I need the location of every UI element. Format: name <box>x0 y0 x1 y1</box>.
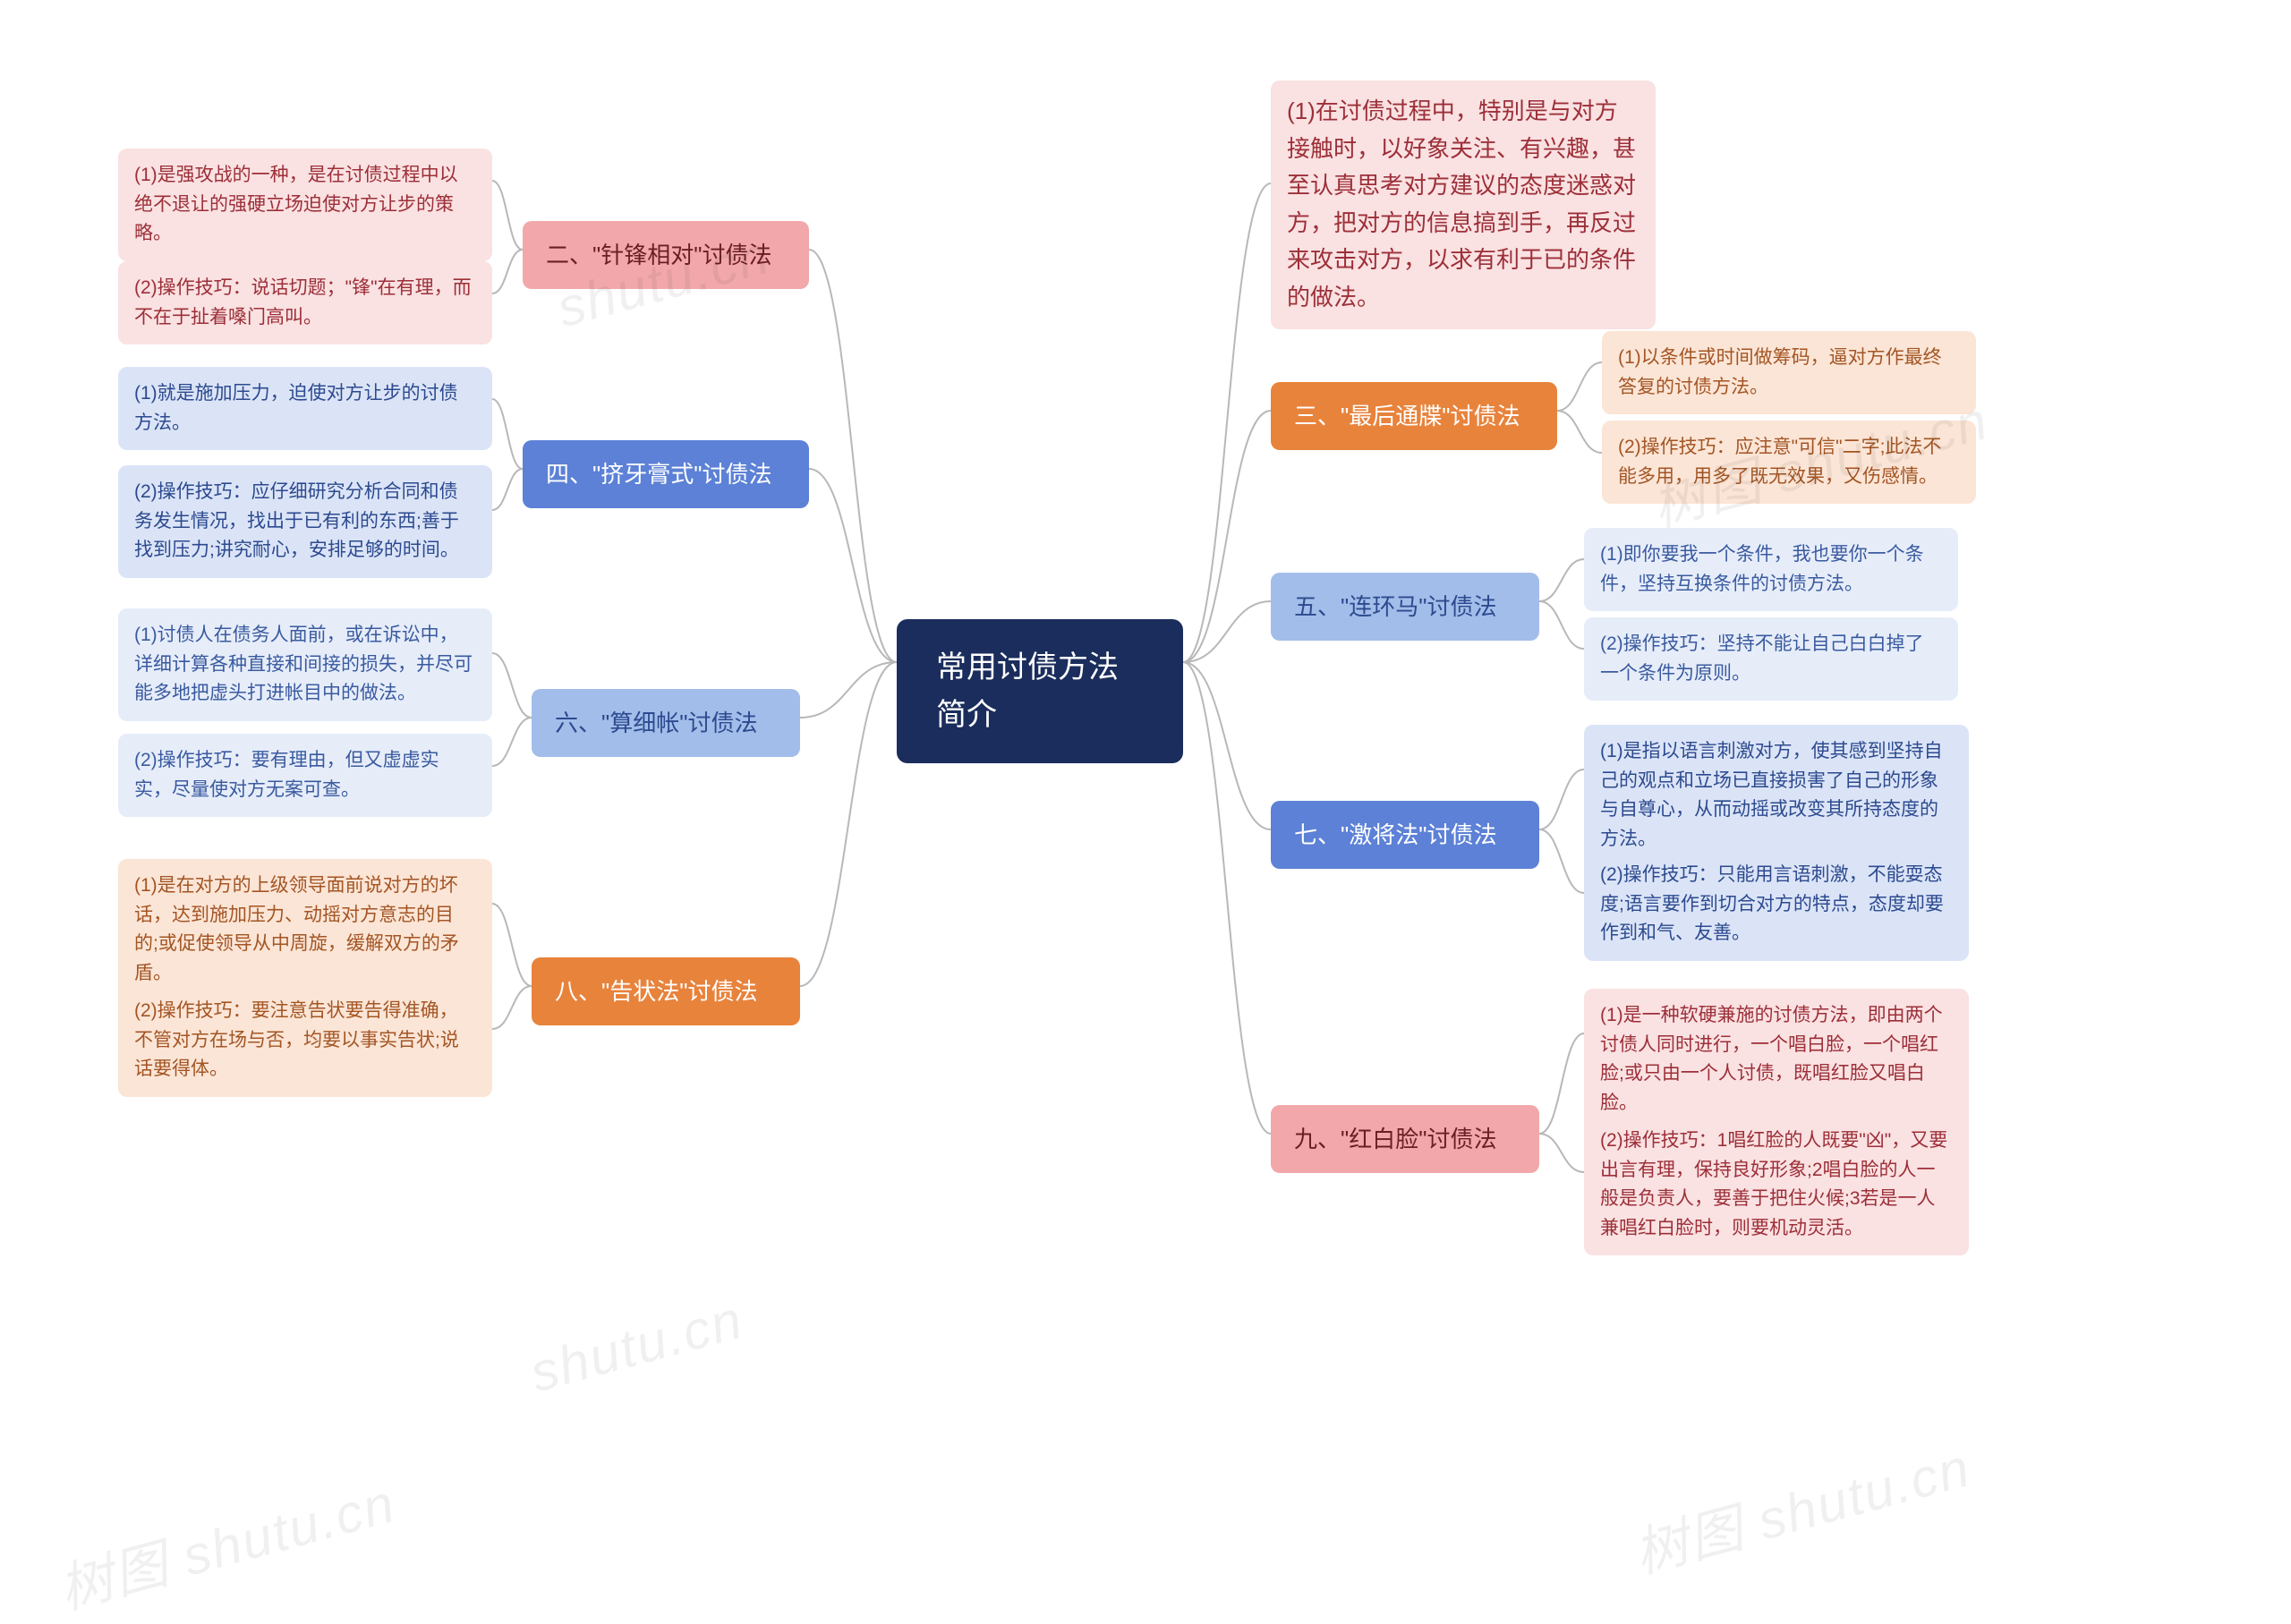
leaf-text: (2)操作技巧：1唱红脸的人既要"凶"，又要出言有理，保持良好形象;2唱白脸的人… <box>1600 1130 1947 1238</box>
watermark: shutu.cn <box>524 1288 749 1404</box>
branch-node-b2: 二、"针锋相对"讨债法 <box>523 221 809 289</box>
leaf-text: (2)操作技巧：要注意告状要告得准确，不管对方在场与否，均要以事实告状;说话要得… <box>134 1000 459 1079</box>
leaf-text: (2)操作技巧：坚持不能让自己白白掉了一个条件为原则。 <box>1600 633 1924 684</box>
leaf-text: (1)以条件或时间做筹码，逼对方作最终答复的讨债方法。 <box>1618 347 1942 397</box>
center-label: 常用讨债方法简介 <box>936 650 1119 732</box>
branch-node-b7: 七、"激将法"讨债法 <box>1271 801 1539 869</box>
center-node: 常用讨债方法简介 <box>897 619 1183 763</box>
leaf-text: (1)就是施加压力，迫使对方让步的讨债方法。 <box>134 383 458 433</box>
leaf-text: (1)讨债人在债务人面前，或在诉讼中，详细计算各种直接和间接的损失，并尽可能多地… <box>134 625 473 703</box>
leaf-node: (1)就是施加压力，迫使对方让步的讨债方法。 <box>118 367 492 450</box>
branch-node-b9: 九、"红白脸"讨债法 <box>1271 1105 1539 1173</box>
branch-node-b3: 三、"最后通牒"讨债法 <box>1271 382 1557 450</box>
leaf-node: (1)讨债人在债务人面前，或在诉讼中，详细计算各种直接和间接的损失，并尽可能多地… <box>118 608 492 721</box>
leaf-text: (2)操作技巧：只能用言语刺激，不能耍态度;语言要作到切合对方的特点，态度却要作… <box>1600 864 1944 943</box>
branch-node-b8: 八、"告状法"讨债法 <box>532 957 800 1025</box>
leaf-text: (1)是强攻战的一种，是在讨债过程中以绝不退让的强硬立场迫使对方让步的策略。 <box>134 165 458 243</box>
leaf-node: (1)在讨债过程中，特别是与对方接触时，以好象关注、有兴趣，甚至认真思考对方建议… <box>1271 81 1656 329</box>
watermark: 树图 shutu.cn <box>49 1460 403 1624</box>
leaf-node: (1)即你要我一个条件，我也要你一个条件，坚持互换条件的讨债方法。 <box>1584 528 1958 611</box>
leaf-node: (2)操作技巧：应注意"可信"二字;此法不能多用，用多了既无效果，又伤感情。 <box>1602 421 1976 504</box>
branch-label: 三、"最后通牒"讨债法 <box>1294 403 1520 429</box>
branch-label: 七、"激将法"讨债法 <box>1294 821 1496 848</box>
leaf-text: (1)是在对方的上级领导面前说对方的坏话，达到施加压力、动摇对方意志的目的;或促… <box>134 875 459 983</box>
leaf-node: (2)操作技巧：说话切题；"锋"在有理，而不在于扯着嗓门高叫。 <box>118 261 492 344</box>
branch-label: 五、"连环马"讨债法 <box>1294 593 1496 620</box>
leaf-node: (2)操作技巧：只能用言语刺激，不能耍态度;语言要作到切合对方的特点，态度却要作… <box>1584 848 1969 961</box>
branch-node-b4: 四、"挤牙膏式"讨债法 <box>523 440 809 508</box>
leaf-text: (1)在讨债过程中，特别是与对方接触时，以好象关注、有兴趣，甚至认真思考对方建议… <box>1287 98 1636 310</box>
leaf-node: (1)是指以语言刺激对方，使其感到坚持自己的观点和立场已直接损害了自己的形象与自… <box>1584 725 1969 866</box>
branch-node-b5: 五、"连环马"讨债法 <box>1271 573 1539 641</box>
leaf-node: (2)操作技巧：应仔细研究分析合同和债务发生情况，找出于已有利的东西;善于找到压… <box>118 465 492 578</box>
leaf-node: (2)操作技巧：要注意告状要告得准确，不管对方在场与否，均要以事实告状;说话要得… <box>118 984 492 1097</box>
branch-label: 六、"算细帐"讨债法 <box>555 710 757 736</box>
leaf-node: (1)是强攻战的一种，是在讨债过程中以绝不退让的强硬立场迫使对方让步的策略。 <box>118 149 492 261</box>
branch-label: 九、"红白脸"讨债法 <box>1294 1126 1496 1152</box>
watermark: 树图 shutu.cn <box>1624 1424 1978 1589</box>
leaf-text: (1)是一种软硬兼施的讨债方法，即由两个讨债人同时进行，一个唱白脸，一个唱红脸;… <box>1600 1005 1943 1113</box>
branch-node-b6: 六、"算细帐"讨债法 <box>532 689 800 757</box>
leaf-text: (2)操作技巧：要有理由，但又虚虚实实，尽量使对方无案可查。 <box>134 750 439 800</box>
leaf-node: (1)是在对方的上级领导面前说对方的坏话，达到施加压力、动摇对方意志的目的;或促… <box>118 859 492 1000</box>
branch-label: 二、"针锋相对"讨债法 <box>546 242 771 268</box>
leaf-text: (2)操作技巧：说话切题；"锋"在有理，而不在于扯着嗓门高叫。 <box>134 277 472 327</box>
leaf-text: (1)是指以语言刺激对方，使其感到坚持自己的观点和立场已直接损害了自己的形象与自… <box>1600 741 1943 849</box>
leaf-node: (2)操作技巧：坚持不能让自己白白掉了一个条件为原则。 <box>1584 617 1958 701</box>
leaf-node: (1)以条件或时间做筹码，逼对方作最终答复的讨债方法。 <box>1602 331 1976 414</box>
branch-label: 八、"告状法"讨债法 <box>555 978 757 1005</box>
leaf-node: (1)是一种软硬兼施的讨债方法，即由两个讨债人同时进行，一个唱白脸，一个唱红脸;… <box>1584 989 1969 1130</box>
leaf-node: (2)操作技巧：1唱红脸的人既要"凶"，又要出言有理，保持良好形象;2唱白脸的人… <box>1584 1114 1969 1255</box>
leaf-text: (1)即你要我一个条件，我也要你一个条件，坚持互换条件的讨债方法。 <box>1600 544 1924 594</box>
branch-label: 四、"挤牙膏式"讨债法 <box>546 461 771 488</box>
leaf-text: (2)操作技巧：应注意"可信"二字;此法不能多用，用多了既无效果，又伤感情。 <box>1618 437 1941 487</box>
leaf-node: (2)操作技巧：要有理由，但又虚虚实实，尽量使对方无案可查。 <box>118 734 492 817</box>
leaf-text: (2)操作技巧：应仔细研究分析合同和债务发生情况，找出于已有利的东西;善于找到压… <box>134 481 459 560</box>
